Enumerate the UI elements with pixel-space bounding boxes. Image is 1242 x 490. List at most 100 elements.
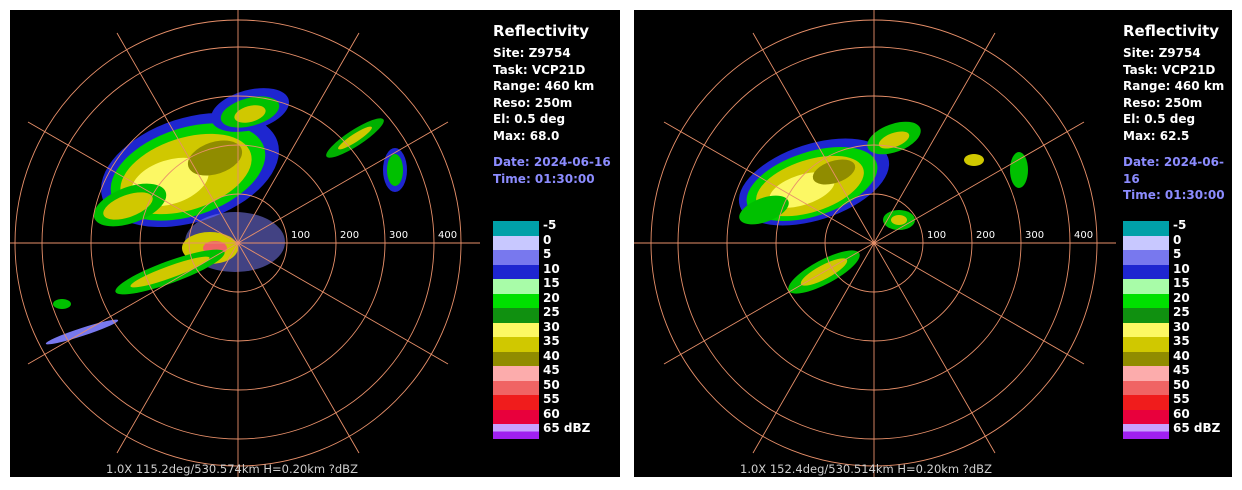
cursor-status-readout: 1.0X 115.2deg/530.574km H=0.20km ?dBZ <box>106 462 358 476</box>
legend-swatch <box>1123 351 1169 366</box>
legend-label: 5 <box>543 247 552 261</box>
legend-label: 65 dBZ <box>1173 421 1221 435</box>
legend-swatch <box>493 351 539 366</box>
legend-label: 20 <box>543 290 560 305</box>
ring-label-100: 100 <box>291 230 310 241</box>
legend-swatch <box>493 264 539 279</box>
legend-swatch <box>493 221 539 236</box>
resolution-label: Reso: 250m <box>1123 95 1203 110</box>
task-label: Task: VCP21D <box>1123 62 1216 77</box>
date-label: Date: 2024-06-16 <box>493 155 611 169</box>
legend-swatch <box>1123 293 1169 308</box>
ring-label-400: 400 <box>1074 230 1093 241</box>
legend-label: 25 <box>1173 305 1190 319</box>
legend-swatch <box>1123 308 1169 323</box>
task-label: Task: VCP21D <box>493 62 586 77</box>
legend-swatch <box>1123 395 1169 410</box>
legend-label: 65 dBZ <box>543 421 591 435</box>
legend-label: 10 <box>1173 261 1190 276</box>
legend-swatch <box>1123 264 1169 279</box>
legend-label: -5 <box>1173 218 1187 232</box>
elevation-label: El: 0.5 deg <box>1123 112 1196 126</box>
legend-label: 15 <box>1173 276 1190 290</box>
max-label: Max: 68.0 <box>493 128 560 143</box>
product-name: Reflectivity <box>493 22 590 40</box>
range-label: Range: 460 km <box>1123 79 1225 93</box>
legend-label: 60 <box>1173 406 1190 421</box>
ring-label-300: 300 <box>1025 230 1044 241</box>
legend-label: 35 <box>1173 334 1190 348</box>
legend-label: 30 <box>543 319 560 334</box>
echo-field <box>45 88 407 345</box>
legend-swatch <box>493 308 539 323</box>
legend-label: 40 <box>543 348 560 363</box>
cursor-status-readout: 1.0X 152.4deg/530.514km H=0.20km ?dBZ <box>740 462 992 476</box>
legend-label: 5 <box>1173 247 1182 261</box>
legend-label: 55 <box>543 392 560 406</box>
radar-info-block: Reflectivity Site: Z9754 Task: VCP21D Ra… <box>493 22 611 187</box>
legend-swatch <box>493 337 539 352</box>
legend-label: 20 <box>1173 290 1190 305</box>
legend-label: 25 <box>543 305 560 319</box>
legend-swatch <box>1123 221 1169 236</box>
ring-label-300: 300 <box>389 230 408 241</box>
legend-swatch <box>1123 366 1169 381</box>
legend-swatch <box>493 279 539 294</box>
legend-label: 0 <box>1173 232 1182 247</box>
legend-label: 35 <box>543 334 560 348</box>
legend-label: 30 <box>1173 319 1190 334</box>
ring-label-100: 100 <box>927 230 946 241</box>
ring-label-200: 200 <box>340 230 359 241</box>
legend-swatch <box>1123 250 1169 265</box>
legend-label: 45 <box>543 363 560 377</box>
radar-panel-left[interactable]: 100 200 300 400 Reflectivity Site: Z9754… <box>10 10 620 477</box>
azimuth-lines <box>10 10 480 477</box>
radar-info-block: Reflectivity Site: Z9754 Task: VCP21D Ra… <box>1123 22 1232 204</box>
time-label: Time: 01:30:00 <box>1123 188 1225 202</box>
legend-label: 10 <box>543 261 560 276</box>
legend-swatch <box>493 380 539 395</box>
ring-labels: 100 200 300 400 <box>291 230 457 241</box>
resolution-label: Reso: 250m <box>493 95 573 110</box>
ring-labels: 100 200 300 400 <box>927 230 1093 241</box>
legend-swatch <box>493 409 539 424</box>
legend-swatch <box>1123 235 1169 250</box>
range-label: Range: 460 km <box>493 79 595 93</box>
radar-ppi-plot[interactable]: 100 200 300 400 <box>10 10 492 477</box>
radar-ppi-plot[interactable]: 100 200 300 400 <box>634 10 1122 477</box>
ring-label-400: 400 <box>438 230 457 241</box>
echo-field <box>738 121 1028 294</box>
legend-swatch <box>1123 409 1169 424</box>
legend-label: 50 <box>543 377 560 392</box>
site-label: Site: Z9754 <box>1123 46 1201 60</box>
site-label: Site: Z9754 <box>493 46 571 60</box>
legend-swatch <box>493 424 539 439</box>
legend-label: 15 <box>543 276 560 290</box>
legend-swatch <box>493 395 539 410</box>
legend-label: 55 <box>1173 392 1190 406</box>
legend-swatch <box>1123 279 1169 294</box>
time-label: Time: 01:30:00 <box>493 171 595 186</box>
legend-swatch <box>1123 322 1169 337</box>
elevation-label: El: 0.5 deg <box>493 112 566 126</box>
product-name: Reflectivity <box>1123 22 1220 40</box>
legend-label: -5 <box>543 218 557 232</box>
legend-swatch <box>493 322 539 337</box>
legend-swatch <box>1123 337 1169 352</box>
ring-label-200: 200 <box>976 230 995 241</box>
legend-swatch <box>1123 380 1169 395</box>
legend-label: 40 <box>1173 348 1190 363</box>
azimuth-lines <box>634 10 1116 477</box>
radar-panel-right[interactable]: 100 200 300 400 Reflectivity Site: Z9754… <box>634 10 1232 477</box>
legend-swatch <box>1123 424 1169 439</box>
legend-swatch <box>493 235 539 250</box>
legend-swatch <box>493 250 539 265</box>
legend-label: 0 <box>543 232 552 247</box>
legend-label: 50 <box>1173 377 1190 392</box>
date-label: Date: 2024-06-16 <box>1123 155 1224 186</box>
legend-label: 60 <box>543 406 560 421</box>
legend-swatch <box>493 366 539 381</box>
legend-label: 45 <box>1173 363 1190 377</box>
max-label: Max: 62.5 <box>1123 128 1190 143</box>
legend-swatch <box>493 293 539 308</box>
